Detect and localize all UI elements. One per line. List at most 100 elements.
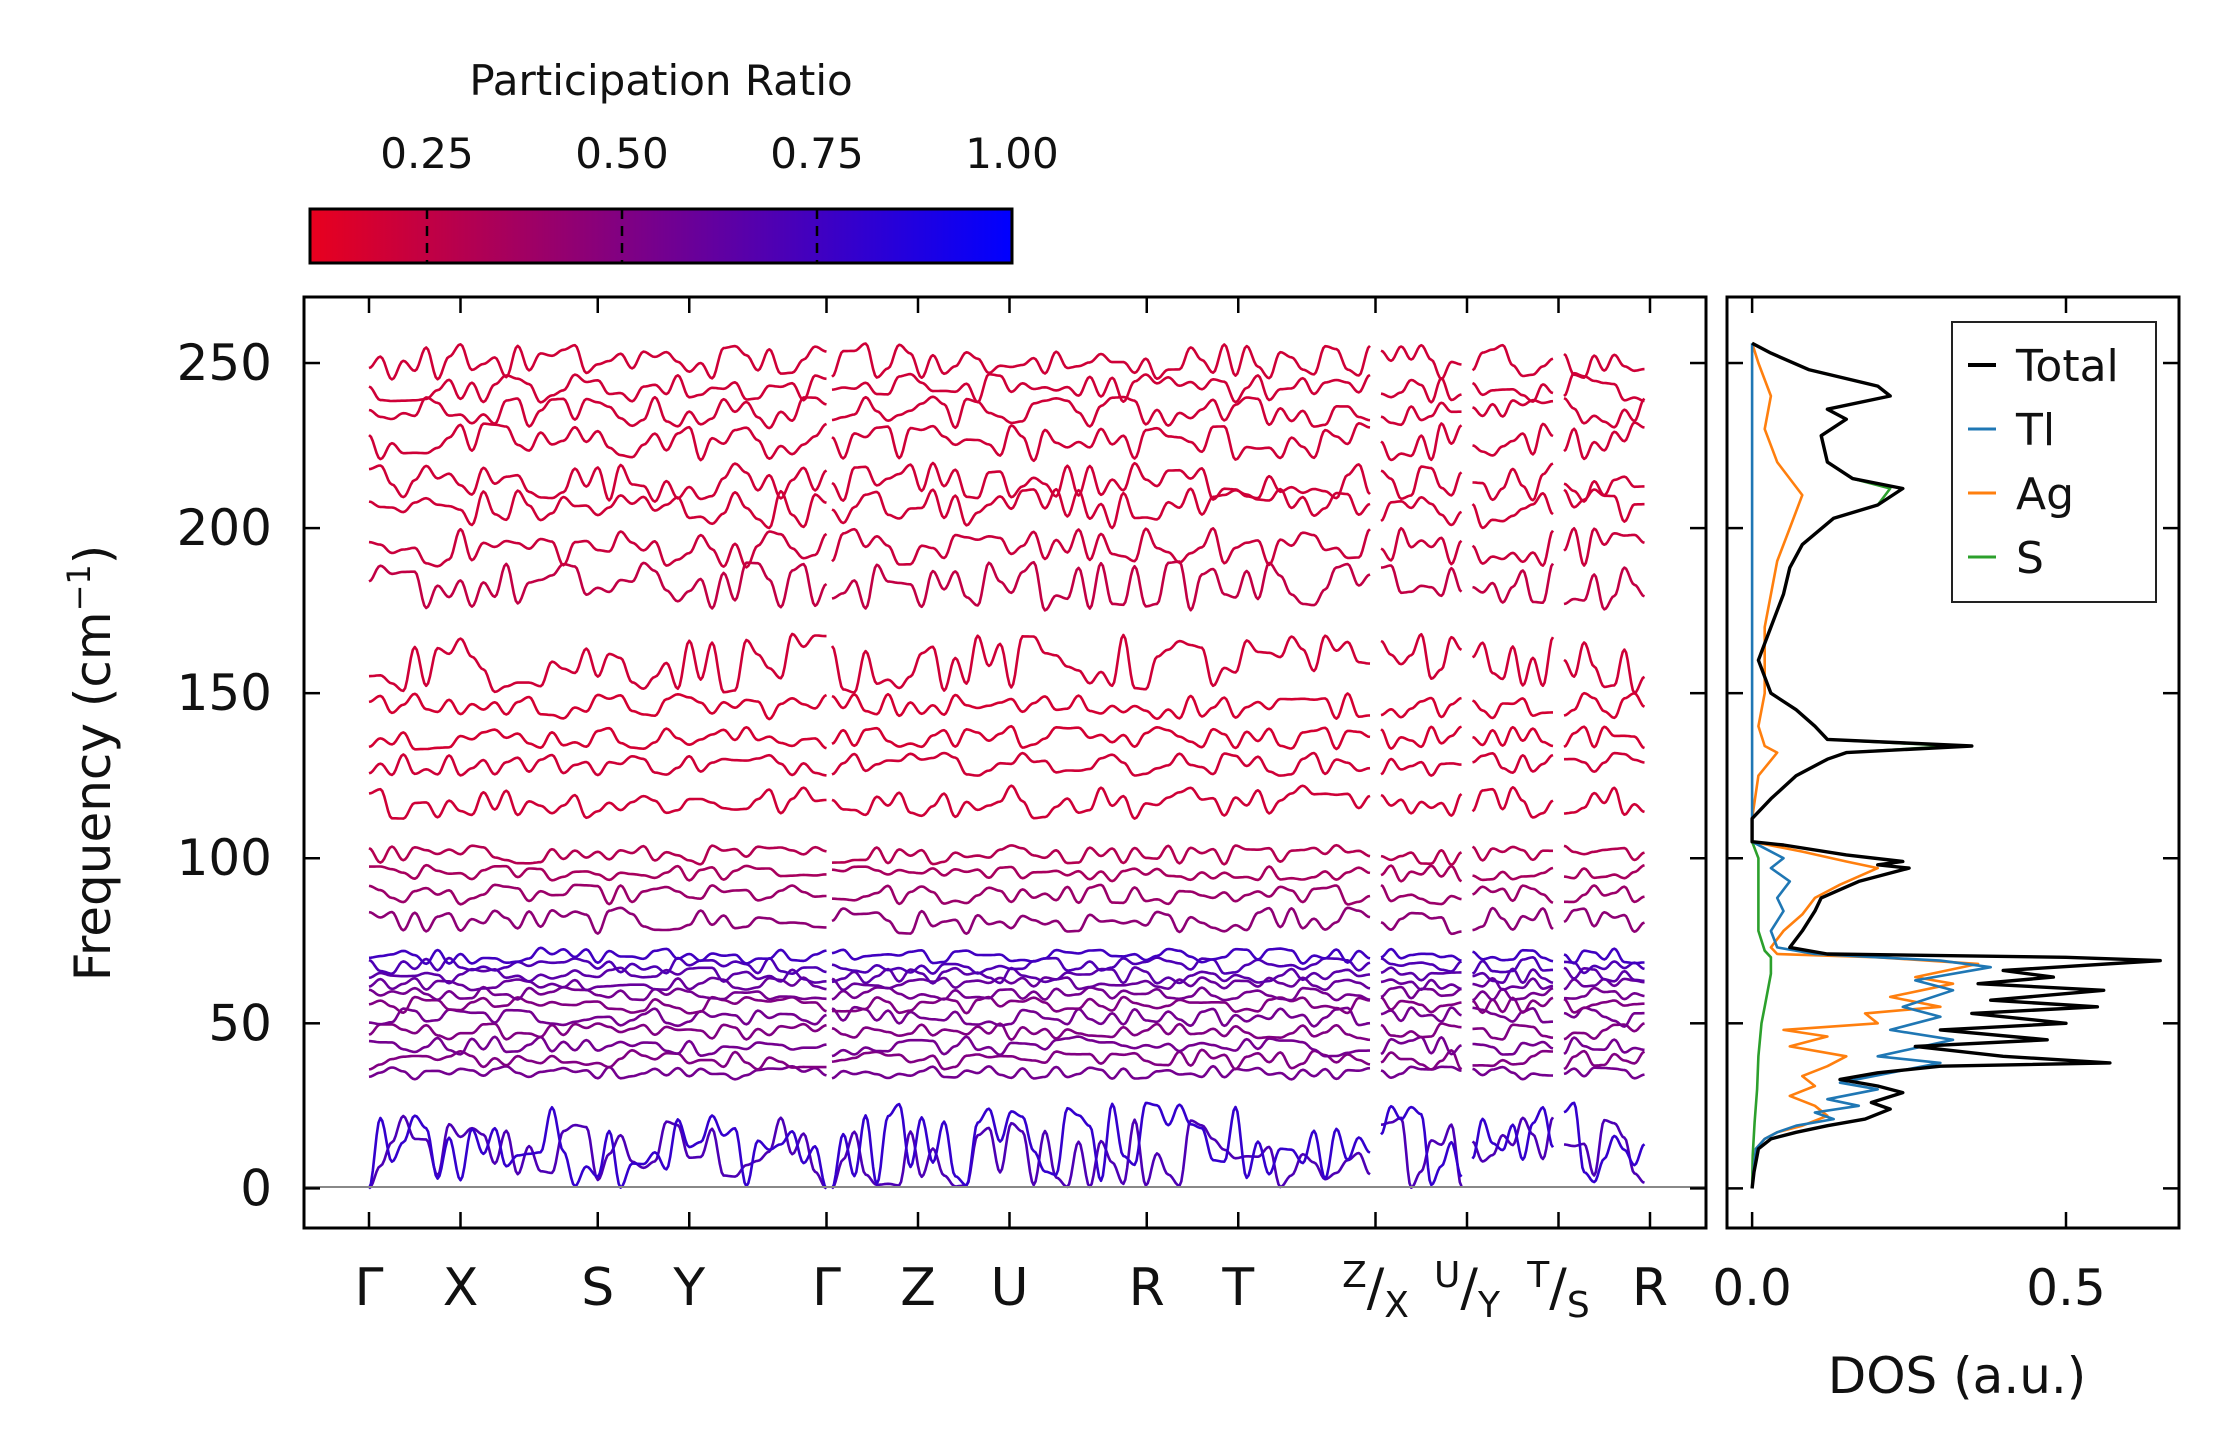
band-axes-frame [302, 295, 1708, 1230]
phonon-band [1380, 1104, 1463, 1187]
dos-x-axis: 0.0 0.5 [1712, 297, 2106, 1317]
phonon-band [1472, 866, 1554, 882]
band-x-axis: Γ X S Y Γ Z U R T Z/XU/YT/S R [355, 297, 1668, 1326]
phonon-band [1380, 757, 1462, 777]
kpoint-label: S [581, 1258, 614, 1318]
kpoint-label: U [990, 1258, 1028, 1318]
phonon-band [1563, 1118, 1645, 1184]
y-tick-label: 0 [240, 1159, 272, 1217]
legend-label: Tl [2015, 405, 2055, 456]
phonon-band [368, 632, 827, 694]
kpoint-label-sub: Y [1477, 1285, 1501, 1326]
phonon-band [368, 561, 828, 610]
phonon-band [1472, 884, 1554, 904]
phonon-band [368, 725, 827, 751]
phonon-band [368, 1022, 827, 1041]
phonon-band [831, 947, 1371, 965]
legend-label: Ag [2016, 469, 2074, 520]
phonon-band [368, 1065, 827, 1081]
ylabel-close: ) [64, 545, 122, 565]
phonon-band [1472, 398, 1554, 418]
phonon-band [368, 1035, 827, 1057]
dos-x-tick-label: 0.5 [2026, 1259, 2106, 1317]
phonon-band [831, 560, 1371, 612]
kpoint-label: Y [672, 1258, 705, 1318]
phonon-band [831, 395, 1371, 430]
phonon-band [831, 986, 1371, 1002]
kpoint-label-sep: / [1549, 1258, 1567, 1318]
phonon-band [1563, 844, 1645, 862]
phonon-band [368, 966, 827, 985]
phonon-band [1563, 786, 1645, 817]
phonon-band [1563, 1049, 1646, 1071]
phonon-band [1471, 996, 1554, 1015]
dos-x-axis-label: DOS (a.u.) [1828, 1347, 2087, 1405]
phonon-band [1472, 976, 1554, 992]
phonon-band [1563, 907, 1645, 934]
phonon-band [1563, 1036, 1645, 1055]
phonon-band [1563, 725, 1645, 750]
phonon-band [368, 692, 828, 721]
phonon-band [368, 786, 827, 820]
phonon-band [831, 784, 1371, 820]
phonon-band [368, 422, 828, 462]
phonon-band [1563, 396, 1646, 429]
phonon-band [831, 956, 1371, 975]
phonon-band [831, 692, 1371, 721]
phonon-band [1380, 848, 1463, 867]
phonon-band [1380, 401, 1462, 427]
phonon-band [831, 421, 1371, 463]
phonon-band [1380, 495, 1463, 527]
colorbar-tick-labels: 0.25 0.50 0.75 1.00 [380, 129, 1059, 178]
phonon-band [368, 946, 827, 966]
phonon-band [368, 883, 827, 906]
phonon-band [368, 753, 827, 777]
phonon-band [1380, 1022, 1462, 1039]
kpoint-label-sup: T [1526, 1255, 1550, 1296]
colorbar-tick-label: 0.75 [770, 129, 864, 178]
phonon-band [1564, 884, 1645, 904]
phonon-band [1472, 986, 1554, 1002]
colorbar-tick-label: 1.00 [965, 129, 1059, 178]
phonon-band [1563, 966, 1645, 983]
phonon-band [1563, 566, 1645, 611]
phonon-band [1563, 864, 1645, 880]
y-tick-label: 50 [208, 994, 272, 1052]
phonon-band [1380, 947, 1462, 962]
kpoint-label-sup: Z [1342, 1255, 1367, 1296]
phonon-band [831, 843, 1371, 866]
kpoint-label-sub: X [1384, 1285, 1409, 1326]
phonon-band [1380, 1035, 1462, 1056]
phonon-band [831, 1022, 1371, 1042]
kpoint-label: Z [900, 1258, 936, 1318]
phonon-band [1563, 526, 1645, 567]
phonon-band [1471, 1116, 1555, 1163]
phonon-band [831, 1064, 1371, 1081]
phonon-band [1471, 636, 1555, 688]
phonon-band [1563, 421, 1645, 461]
colorbar: Participation Ratio 0.25 0.50 0.75 1.00 [308, 56, 1059, 265]
phonon-band [831, 487, 1371, 530]
dos-panel: 0.0 0.5 DOS (a.u.) Total Tl Ag S [1712, 295, 2181, 1405]
phonon-band [1472, 1040, 1554, 1056]
phonon-band [1563, 947, 1645, 965]
phonon-band [1472, 725, 1554, 748]
phonon-band [1563, 352, 1645, 380]
phonon-band [831, 751, 1371, 777]
colorbar-tick-label: 0.25 [380, 129, 474, 178]
kpoint-label: Γ [812, 1258, 841, 1318]
colorbar-ticks [425, 209, 819, 263]
phonon-band [1380, 422, 1463, 462]
phonon-band [1563, 1101, 1646, 1184]
phonon-band [1380, 883, 1462, 906]
colorbar-tick-label: 0.50 [575, 129, 669, 178]
phonon-band [1380, 377, 1462, 404]
legend-label: Total [2015, 341, 2119, 392]
phonon-band [831, 342, 1371, 381]
phonon-band [1472, 562, 1555, 605]
phonon-band [831, 724, 1371, 751]
phonon-band [1380, 465, 1463, 501]
phonon-band [1471, 381, 1554, 403]
